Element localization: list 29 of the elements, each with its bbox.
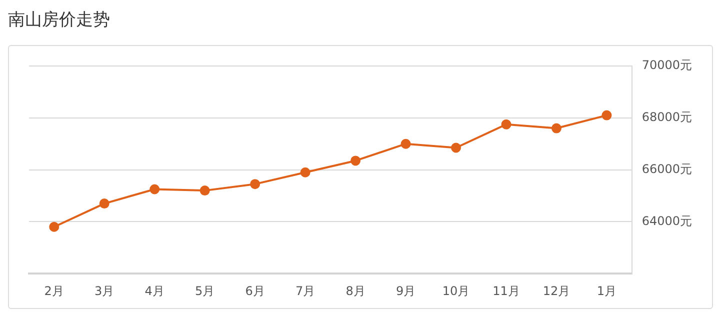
x-tick-label: 10月 bbox=[442, 284, 470, 298]
y-tick-label: 66000元 bbox=[642, 162, 692, 176]
x-tick-label: 5月 bbox=[195, 284, 215, 298]
point bbox=[200, 186, 210, 196]
point bbox=[400, 138, 411, 149]
x-tick-label: 3月 bbox=[94, 284, 114, 298]
y-tick-label: 64000元 bbox=[642, 214, 692, 228]
y-tick-label: 70000元 bbox=[642, 58, 692, 72]
point bbox=[451, 142, 461, 153]
point bbox=[250, 179, 260, 190]
point bbox=[150, 184, 160, 194]
x-tick-label: 1月 bbox=[596, 284, 617, 298]
x-tick-label: 9月 bbox=[396, 284, 416, 298]
y-tick-label: 68000元 bbox=[642, 110, 692, 124]
x-tick-label: 11月 bbox=[492, 284, 520, 298]
point bbox=[49, 222, 60, 232]
x-tick-label: 12月 bbox=[542, 284, 570, 298]
x-tick-label: 2月 bbox=[44, 284, 64, 298]
x-tick-label: 4月 bbox=[144, 284, 164, 298]
x-tick-label: 8月 bbox=[346, 284, 366, 298]
x-tick-label: 7月 bbox=[295, 284, 316, 298]
point bbox=[501, 119, 512, 130]
point bbox=[99, 198, 110, 209]
point bbox=[350, 156, 361, 166]
point bbox=[602, 110, 612, 120]
chart-title: 南山房价走势 bbox=[8, 9, 111, 31]
x-tick-label: 6月 bbox=[245, 284, 265, 298]
point bbox=[300, 167, 310, 178]
point bbox=[551, 123, 562, 134]
